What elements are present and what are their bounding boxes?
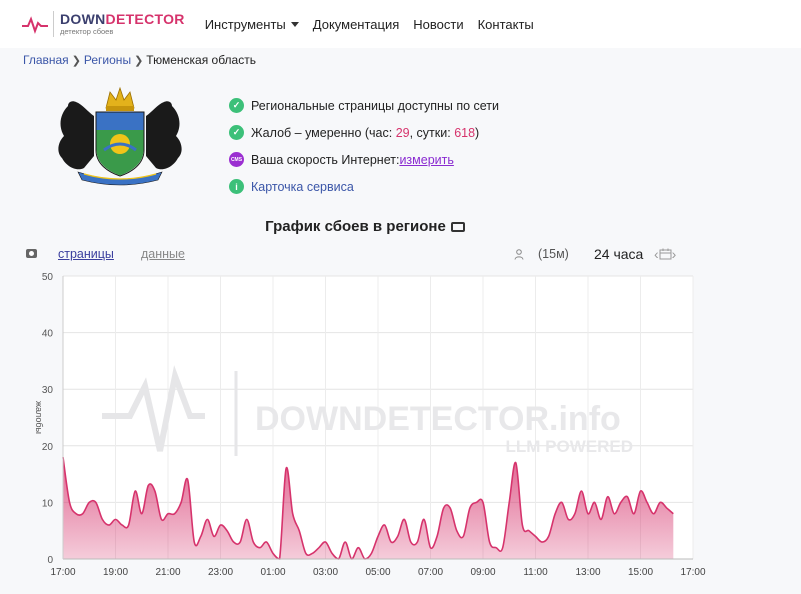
chevron-right-icon: ❯ — [71, 54, 81, 67]
breadcrumb: Главная ❯ Регионы ❯ Тюменская область — [23, 53, 256, 67]
nav-docs[interactable]: Документация — [312, 16, 400, 32]
y-tick-label: 0 — [47, 555, 53, 566]
nav-contacts[interactable]: Контакты — [477, 16, 534, 32]
region-emblem-icon — [58, 86, 182, 186]
top-navbar: DOWNDETECTOR детектор сбоев Инструменты … — [0, 0, 801, 48]
x-tick-label: 03:00 — [313, 567, 338, 578]
date-nav: ‹ › — [654, 246, 676, 262]
chevron-right-icon: ❯ — [134, 54, 144, 67]
x-tick-label: 09:00 — [470, 567, 495, 578]
interval-toggle[interactable]: (15м) — [538, 247, 569, 261]
user-icon[interactable] — [514, 249, 524, 260]
y-tick-label: 40 — [42, 329, 54, 340]
main-nav: Инструменты Документация Новости Контакт… — [205, 17, 548, 32]
x-tick-label: 19:00 — [103, 567, 128, 578]
info-icon: i — [229, 179, 244, 194]
status-availability: ✓ Региональные страницы доступны по сети — [229, 92, 499, 119]
camera-icon[interactable] — [26, 249, 37, 258]
x-tick-label: 11:00 — [523, 567, 548, 578]
watermark-subtitle: LLM POWERED — [506, 437, 634, 456]
series-area — [63, 457, 674, 559]
chevron-left-icon[interactable]: ‹ — [654, 246, 659, 262]
logo-title: DOWNDETECTOR — [60, 11, 185, 28]
breadcrumb-regions[interactable]: Регионы — [83, 53, 132, 67]
region-status-list: ✓ Региональные страницы доступны по сети… — [229, 92, 499, 200]
status-service-card: i Карточка сервиса — [229, 173, 499, 200]
service-card-link[interactable]: Карточка сервиса — [251, 179, 354, 194]
nav-news[interactable]: Новости — [413, 16, 464, 32]
tab-pages[interactable]: страницы — [58, 247, 114, 261]
outage-chart[interactable]: 0 10 20 30 40 50 17:00 19:00 21:00 23:00 01:00 03:0… — [0, 266, 801, 594]
watermark-pulse-icon — [102, 365, 205, 452]
speed-badge-icon: CMS — [229, 152, 244, 167]
status-complaints: ✓ Жалоб – умеренно (час: 29, сутки: 618) — [229, 119, 499, 146]
series-line — [62, 457, 674, 560]
day-count: 618 — [454, 125, 476, 140]
x-tick-label: 01:00 — [260, 567, 285, 578]
x-tick-label: 17:00 — [50, 567, 75, 578]
y-tick-label: 20 — [42, 442, 54, 453]
x-tick-label: 17:00 — [680, 567, 705, 578]
chevron-right-icon[interactable]: › — [671, 246, 677, 262]
tab-data[interactable]: данные — [141, 247, 185, 261]
check-circle-icon: ✓ — [229, 125, 244, 140]
y-tick-label: 30 — [42, 385, 54, 396]
logo-subtitle: детектор сбоев — [60, 27, 114, 37]
status-speed: CMS Ваша скорость Интернет: измерить — [229, 152, 454, 167]
y-tick-label: 10 — [42, 498, 54, 509]
x-tick-label: 13:00 — [575, 567, 600, 578]
speed-test-link[interactable]: измерить — [399, 152, 454, 167]
x-tick-label: 05:00 — [365, 567, 390, 578]
logo-pulse-icon — [22, 16, 48, 34]
x-tick-label: 07:00 — [418, 567, 443, 578]
x-tick-label: 23:00 — [208, 567, 233, 578]
chart-toolbar: страницы данные (15м) 24 часа ‹ › — [24, 245, 704, 265]
nav-tools[interactable]: Инструменты — [205, 17, 299, 32]
chevron-down-icon — [290, 21, 299, 27]
y-axis-label: жалобы — [34, 401, 44, 434]
watermark-text: DOWNDETECTOR.info — [255, 400, 621, 438]
check-circle-icon: ✓ — [229, 98, 244, 113]
monitor-icon[interactable] — [450, 222, 465, 232]
x-tick-label: 21:00 — [155, 567, 180, 578]
breadcrumb-home[interactable]: Главная — [23, 53, 69, 67]
breadcrumb-current: Тюменская область — [146, 53, 256, 67]
logo[interactable]: DOWNDETECTOR детектор сбоев — [22, 11, 185, 37]
x-tick-label: 15:00 — [628, 567, 653, 578]
hour-count: 29 — [395, 125, 410, 140]
chart-title: График сбоев в регионе — [0, 218, 730, 235]
y-tick-label: 50 — [42, 272, 54, 283]
period-selector[interactable]: 24 часа — [594, 246, 644, 262]
calendar-icon[interactable] — [659, 248, 672, 260]
